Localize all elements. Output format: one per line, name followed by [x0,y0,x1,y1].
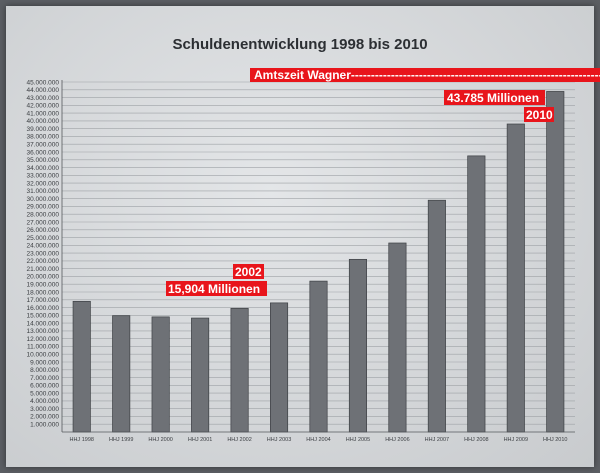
y-tick-label: 27.000.000 [26,219,59,226]
y-tick-label: 23.000.000 [26,250,59,257]
x-axis-tick-labels: HHJ 1998 HHJ 1999 HHJ 2000 HHJ 2001 HHJ 2002… [69,437,567,443]
y-tick-label: 44.000.000 [26,87,59,94]
y-tick-label: 4.000.000 [30,398,59,405]
y-tick-label: 8.000.000 [30,367,59,374]
chart-title: Schuldenentwicklung 1998 bis 2010 [172,36,428,53]
y-tick-label: 29.000.000 [26,204,59,211]
y-tick-label: 42.000.000 [26,103,59,110]
amtszeit-wagner-banner [250,68,600,82]
label-2010-year-bg [524,107,554,122]
y-tick-label: 38.000.000 [26,134,59,141]
y-tick-label: 20.000.000 [26,274,59,281]
y-tick-label: 2.000.000 [30,414,59,421]
bar-hhj-2009 [506,123,525,433]
y-tick-label: 13.000.000 [26,328,59,335]
x-tick-label: HHJ 1999 [109,437,133,443]
bar-hhj-2005 [348,258,367,433]
y-tick-label: 11.000.000 [27,344,59,351]
y-tick-label: 40.000.000 [26,118,59,125]
x-tick-label: HHJ 2005 [346,437,370,443]
x-tick-label: HHJ 2000 [148,437,172,443]
y-tick-label: 1.000.000 [30,422,59,429]
x-tick-label: HHJ 2006 [385,437,409,443]
y-tick-label: 22.000.000 [26,258,59,265]
y-tick-label: 19.000.000 [26,282,59,289]
y-tick-label: 30.000.000 [26,196,59,203]
bar-hhj-2008 [467,155,486,433]
label-2010-value-bg [444,90,545,105]
y-tick-label: 7.000.000 [30,375,59,382]
paper-sheet [6,6,594,467]
y-tick-label: 6.000.000 [30,383,59,390]
label-2002-value: 15,904 Millionen [168,282,260,296]
bar-hhj-2003 [270,302,289,433]
y-axis-tick-labels: 1.000.0002.000.0003.000.0004.000.0005.00… [26,79,59,428]
bar-hhj-1998 [72,300,91,433]
x-tick-label: HHJ 2004 [306,437,330,443]
label-2010-value: 43.785 Millionen [447,91,539,105]
y-tick-label: 10.000.000 [26,352,59,359]
bar-hhj-2001 [191,317,210,433]
y-tick-label: 37.000.000 [26,142,59,149]
y-tick-label: 31.000.000 [26,188,59,195]
x-tick-label: HHJ 2001 [188,437,212,443]
y-tick-label: 43.000.000 [26,95,59,102]
y-tick-label: 16.000.000 [26,305,59,312]
y-tick-label: 25.000.000 [26,235,59,242]
x-tick-label: HHJ 2007 [425,437,449,443]
y-tick-label: 15.000.000 [26,313,59,320]
y-tick-label: 28.000.000 [26,212,59,219]
bar-hhj-2010 [546,91,565,433]
x-tick-label: HHJ 2009 [504,437,528,443]
bar-hhj-2002 [230,307,249,433]
bar-hhj-2006 [388,242,407,433]
x-tick-label: HHJ 1998 [69,437,93,443]
y-tick-label: 26.000.000 [26,227,59,234]
y-tick-label: 39.000.000 [26,126,59,133]
x-tick-label: HHJ 2003 [267,437,291,443]
y-tick-label: 18.000.000 [26,289,59,296]
y-tick-label: 5.000.000 [30,390,59,397]
y-tick-label: 45.000.000 [26,79,59,86]
bar-hhj-2000 [151,316,170,433]
y-tick-label: 35.000.000 [26,157,59,164]
x-tick-label: HHJ 2008 [464,437,488,443]
y-tick-label: 32.000.000 [26,180,59,187]
y-tick-label: 3.000.000 [30,406,59,413]
y-tick-label: 36.000.000 [26,149,59,156]
label-2002-year-bg [233,264,264,279]
y-tick-label: 14.000.000 [26,320,59,327]
label-2002-value-bg [166,281,267,296]
bars [72,91,565,433]
y-tick-label: 17.000.000 [26,297,59,304]
bar-hhj-1999 [112,315,131,433]
bar-hhj-2007 [427,199,446,433]
y-tick-label: 33.000.000 [26,173,59,180]
amtszeit-wagner-label: Amtszeit Wagner-------------------------… [254,68,600,82]
y-tick-label: 24.000.000 [26,243,59,250]
y-tick-label: 12.000.000 [26,336,59,343]
y-tick-label: 34.000.000 [26,165,59,172]
label-2002-year: 2002 [235,265,262,279]
label-2010-year: 2010 [526,108,553,122]
x-tick-label: HHJ 2002 [227,437,251,443]
y-tick-label: 9.000.000 [30,359,59,366]
y-tick-label: 41.000.000 [26,110,59,117]
bar-hhj-2004 [309,280,328,433]
x-tick-label: HHJ 2010 [543,437,567,443]
y-tick-label: 21.000.000 [26,266,59,273]
